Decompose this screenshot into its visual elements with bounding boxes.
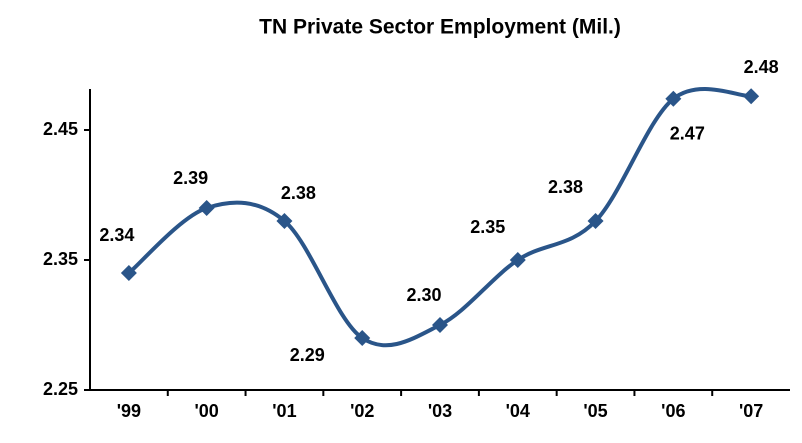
x-tick-label: '00 (195, 401, 219, 421)
marker (120, 265, 137, 281)
data-label: 2.34 (99, 225, 134, 245)
data-label: 2.30 (406, 285, 441, 305)
data-label: 2.38 (281, 183, 316, 203)
x-tick-label: '07 (739, 401, 763, 421)
data-label: 2.38 (548, 177, 583, 197)
y-tick-label: 2.35 (43, 249, 78, 269)
y-tick-label: 2.25 (43, 379, 78, 399)
y-tick-label: 2.45 (43, 119, 78, 139)
data-label: 2.39 (173, 168, 208, 188)
series-line (127, 87, 752, 348)
marker (665, 90, 682, 107)
marker (354, 330, 371, 346)
x-tick-label: '05 (583, 401, 607, 421)
marker (432, 317, 448, 333)
data-label: 2.48 (744, 57, 779, 77)
x-tick-label: '03 (428, 401, 452, 421)
data-label: 2.35 (470, 217, 505, 237)
chart-title: TN Private Sector Employment (Mil.) (259, 16, 621, 39)
marker (743, 88, 760, 105)
data-label: 2.47 (670, 124, 705, 144)
data-label: 2.29 (290, 345, 325, 365)
marker (509, 252, 526, 268)
marker (276, 213, 293, 229)
x-tick-label: '06 (661, 401, 685, 421)
marker (587, 213, 604, 229)
x-tick-label: '99 (117, 401, 141, 421)
x-tick-label: '01 (272, 401, 296, 421)
marker (198, 200, 215, 216)
x-tick-label: '04 (506, 401, 530, 421)
x-tick-label: '02 (350, 401, 374, 421)
